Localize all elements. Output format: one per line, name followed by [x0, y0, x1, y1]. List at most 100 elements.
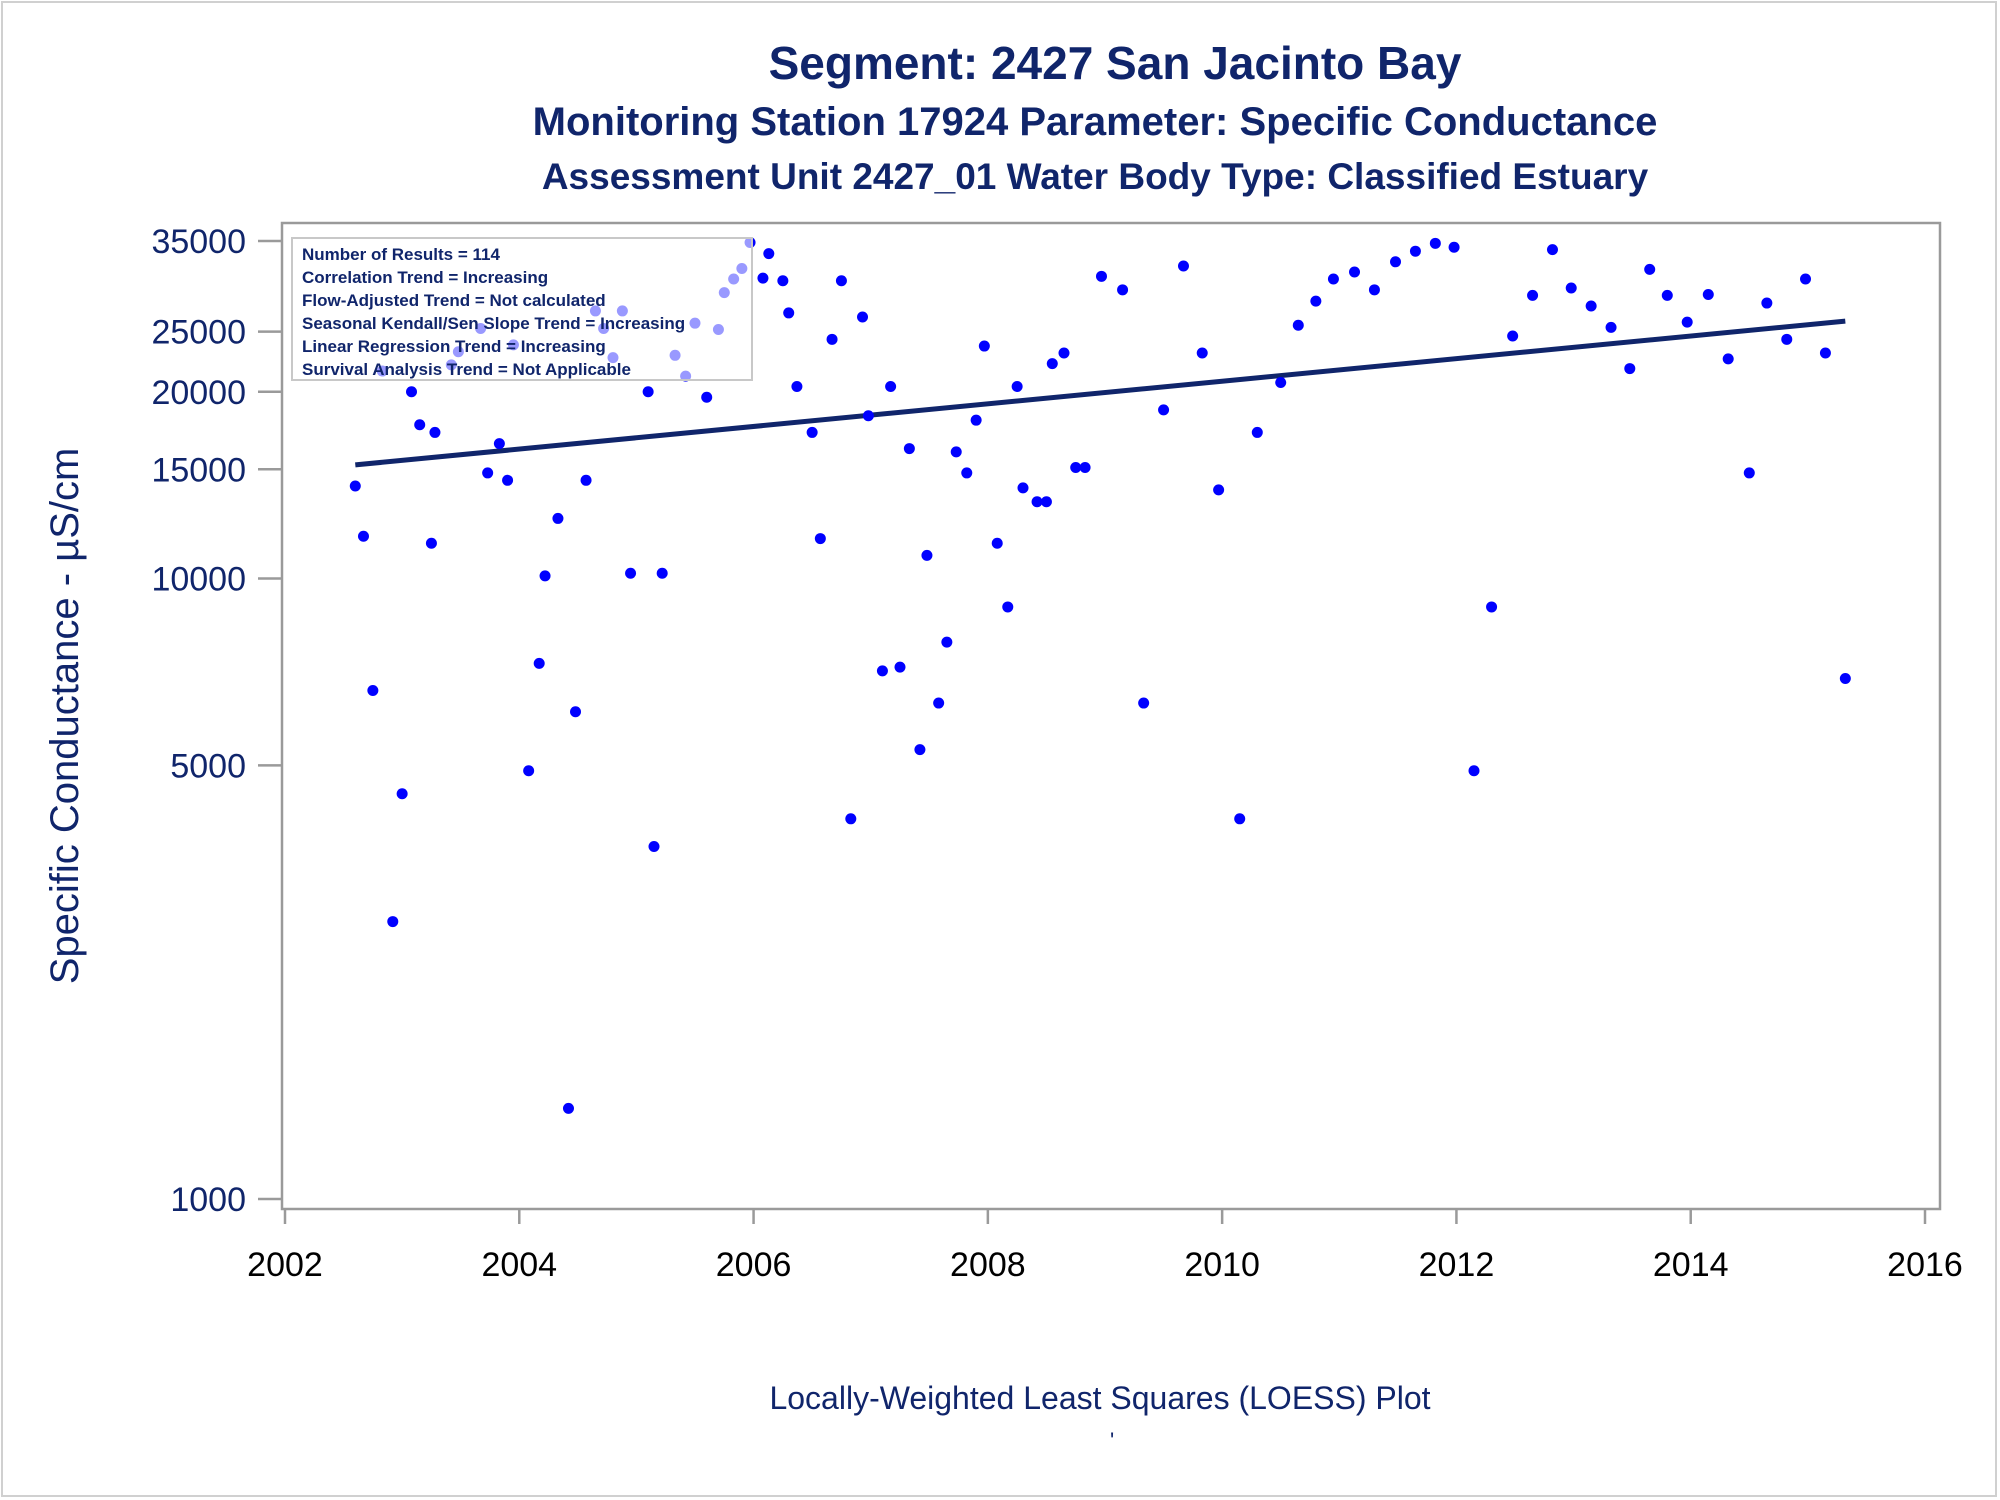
data-point	[648, 840, 660, 852]
data-point	[1781, 333, 1793, 345]
chart-title: Segment: 2427 San Jacinto Bay	[768, 37, 1462, 89]
data-point	[1527, 289, 1539, 301]
data-point	[1743, 467, 1755, 479]
data-point	[414, 419, 426, 431]
data-point	[783, 307, 795, 319]
y-axis: 1000 5000 10000 15000 20000 25000 35000	[151, 223, 282, 1219]
data-point	[978, 340, 990, 352]
chart-subtitle-assessment: Assessment Unit 2427_01 Water Body Type:…	[541, 156, 1649, 197]
data-point	[1138, 697, 1150, 709]
data-point	[1486, 601, 1498, 613]
data-point	[539, 570, 551, 582]
data-point	[1095, 270, 1107, 282]
y-tick-label: 5000	[170, 747, 246, 785]
data-point	[991, 537, 1003, 549]
legend-box-border	[291, 237, 753, 381]
data-point	[429, 426, 441, 438]
data-point	[1327, 273, 1339, 285]
data-point	[1644, 263, 1656, 275]
data-point	[1292, 319, 1304, 331]
y-axis-label: Specific Conductance - µS/cm	[43, 448, 87, 985]
x-tick-label: 2014	[1653, 1246, 1729, 1284]
data-point	[876, 665, 888, 677]
data-point	[1017, 482, 1029, 494]
footnote-mark: '	[1110, 1428, 1115, 1453]
data-point	[1158, 404, 1170, 416]
data-point	[1507, 330, 1519, 342]
data-point	[777, 275, 789, 287]
data-point	[885, 380, 897, 392]
data-point	[1251, 426, 1263, 438]
data-point	[482, 467, 494, 479]
data-point	[1213, 484, 1225, 496]
x-tick-label: 2008	[950, 1246, 1026, 1284]
data-point	[1079, 462, 1091, 474]
x-tick-label: 2016	[1887, 1246, 1963, 1284]
footnote: Locally-Weighted Least Squares (LOESS) P…	[769, 1380, 1431, 1416]
data-point	[1196, 347, 1208, 359]
legend-line: Seasonal Kendall/Sen Slope Trend = Incre…	[302, 314, 685, 333]
data-point	[625, 567, 637, 579]
x-tick-label: 2006	[716, 1246, 792, 1284]
data-point	[642, 386, 654, 398]
x-tick-label: 2010	[1184, 1246, 1260, 1284]
data-point	[1058, 347, 1070, 359]
data-point	[396, 788, 408, 800]
data-point	[941, 636, 953, 648]
data-point	[894, 661, 906, 673]
trend-layer	[355, 318, 1846, 468]
data-point	[1468, 765, 1480, 777]
data-point	[502, 474, 514, 486]
plot-area	[280, 221, 1942, 1211]
legend-line: Survival Analysis Trend = Not Applicable	[302, 360, 631, 379]
data-point	[835, 275, 847, 287]
data-point	[826, 333, 838, 345]
x-tick-label: 2004	[481, 1246, 557, 1284]
data-point	[493, 438, 505, 450]
data-point	[1546, 244, 1558, 256]
y-tick-label: 1000	[170, 1181, 246, 1219]
y-tick-label: 35000	[151, 223, 246, 261]
data-point	[970, 414, 982, 426]
legend-line: Correlation Trend = Increasing	[302, 268, 548, 287]
data-point	[367, 685, 379, 697]
data-point	[533, 657, 545, 669]
data-point	[1819, 347, 1831, 359]
data-point	[701, 391, 713, 403]
x-tick-label: 2012	[1419, 1246, 1495, 1284]
data-point	[552, 512, 564, 524]
data-point	[1002, 601, 1014, 613]
chart-subtitle-station: Monitoring Station 17924 Parameter: Spec…	[532, 100, 1658, 144]
data-point	[1585, 300, 1597, 312]
data-point	[1275, 377, 1287, 389]
data-point	[814, 533, 826, 545]
data-point	[570, 706, 582, 718]
data-point	[806, 426, 818, 438]
data-point	[1117, 284, 1129, 296]
data-point	[1761, 297, 1773, 309]
data-point	[1040, 496, 1052, 508]
y-tick-label: 25000	[151, 314, 246, 352]
legend-line: Number of Results = 114	[302, 245, 500, 264]
data-point	[921, 549, 933, 561]
trend-line	[355, 318, 1846, 468]
y-tick-label: 10000	[151, 561, 246, 599]
data-point	[387, 916, 399, 928]
data-point	[1800, 273, 1812, 285]
legend-box: Number of Results = 114 Correlation Trend…	[291, 237, 753, 381]
data-point	[1565, 282, 1577, 294]
data-point	[1624, 363, 1636, 375]
data-point	[425, 537, 437, 549]
data-point	[950, 446, 962, 458]
data-point	[914, 744, 926, 756]
points-layer	[349, 237, 1851, 1114]
data-point	[1448, 241, 1460, 253]
data-point	[961, 467, 973, 479]
data-point	[1661, 289, 1673, 301]
data-point	[562, 1102, 574, 1114]
data-point	[1409, 245, 1421, 257]
data-point	[763, 248, 775, 260]
data-point	[656, 567, 668, 579]
data-point	[845, 813, 857, 825]
data-point	[1429, 237, 1441, 249]
